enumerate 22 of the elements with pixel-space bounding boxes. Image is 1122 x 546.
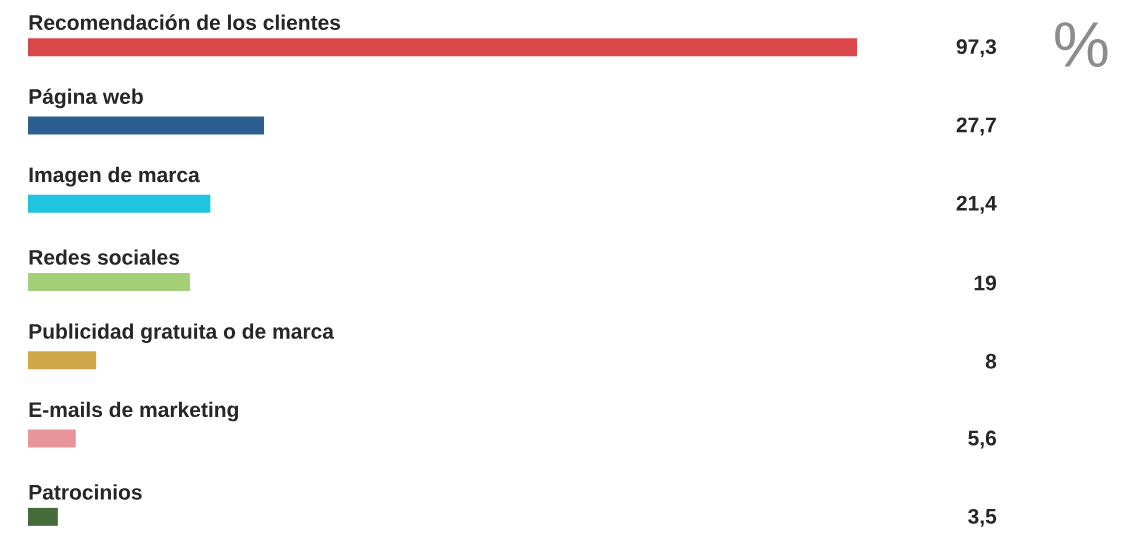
data-label: 5,6: [968, 430, 997, 449]
data-label: 27,7: [956, 117, 996, 136]
bar: [28, 273, 190, 291]
data-label: 97,3: [956, 39, 997, 58]
bar: [28, 194, 211, 213]
y-tick-label: E-mails de marketing: [29, 401, 239, 422]
bar: [28, 351, 97, 370]
y-tick-label: Redes sociales: [29, 249, 180, 265]
bar: [28, 507, 58, 526]
bar: [28, 116, 265, 135]
data-label: 21,4: [956, 195, 997, 214]
text: %: [1055, 22, 1108, 67]
bar: [28, 429, 76, 448]
bar: [28, 38, 857, 57]
data-label: 8: [985, 353, 997, 369]
y-tick-label: Patrocinios: [29, 484, 142, 500]
y-tick-label: Página web: [29, 88, 143, 109]
data-label: 19: [974, 275, 997, 291]
y-tick-label: Imagen de marca: [29, 166, 200, 187]
y-tick-label: Publicidad gratuita o de marca: [29, 323, 335, 344]
data-label: 3,5: [968, 508, 997, 527]
y-tick-label: Recomendación de los clientes: [29, 14, 341, 30]
